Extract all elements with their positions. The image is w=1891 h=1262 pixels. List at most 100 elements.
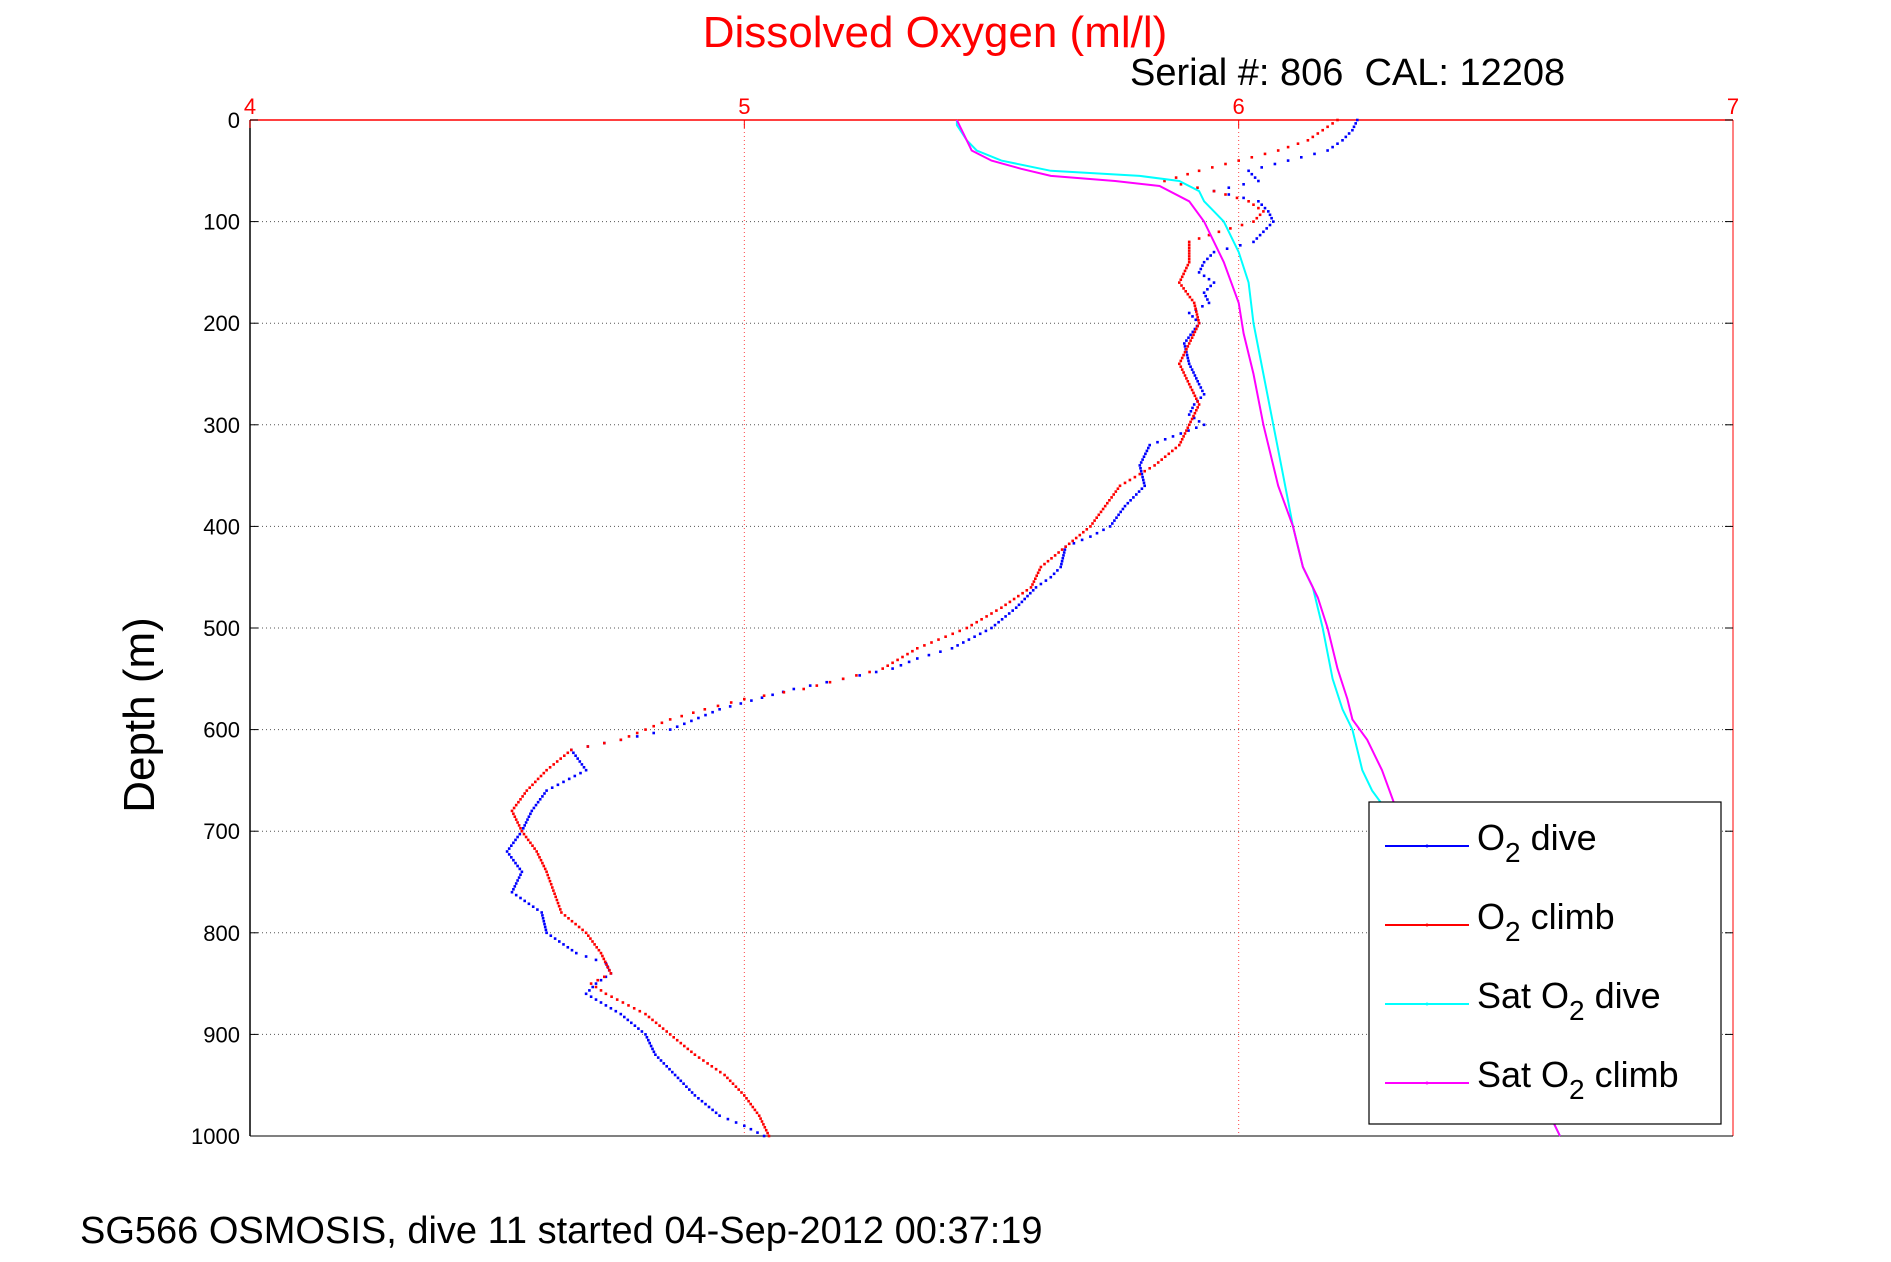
o2-climb-point xyxy=(556,901,560,905)
o2-climb-point xyxy=(1262,210,1265,213)
o2-dive-point xyxy=(973,635,976,638)
o2-dive-point xyxy=(792,687,796,691)
o2-climb-point xyxy=(536,777,540,781)
legend-label-o2-climb: O2 climb xyxy=(1477,896,1615,947)
o2-climb-point xyxy=(567,917,570,920)
o2-dive-point xyxy=(927,653,931,657)
o2-climb-point xyxy=(1110,496,1113,499)
o2-climb-point xyxy=(526,838,530,842)
o2-climb-point xyxy=(693,1053,697,1056)
o2-climb-point xyxy=(763,1126,767,1129)
o2-dive-point xyxy=(874,670,878,674)
o2-climb-point xyxy=(538,856,541,859)
o2-dive-point xyxy=(1139,467,1142,470)
o2-dive-point xyxy=(512,858,515,862)
o2-climb-point xyxy=(855,674,858,677)
o2-climb-point xyxy=(1179,359,1183,363)
o2-dive-point xyxy=(1187,311,1191,315)
o2-climb-point xyxy=(1252,203,1255,206)
o2-dive-point xyxy=(1300,156,1303,159)
o2-dive-point xyxy=(1140,472,1144,476)
o2-climb-point xyxy=(1178,362,1181,366)
o2-dive-point xyxy=(514,893,518,897)
o2-dive-point xyxy=(633,1024,637,1027)
o2-dive-point xyxy=(997,620,1000,624)
o2-dive-point xyxy=(516,864,519,868)
y-tick-label: 600 xyxy=(203,718,240,743)
o2-climb-point xyxy=(906,652,909,656)
o2-climb-point xyxy=(1089,525,1092,528)
o2-dive-point xyxy=(530,809,534,813)
o2-dive-point xyxy=(714,1111,718,1115)
o2-climb-point xyxy=(529,841,532,845)
o2-climb-point xyxy=(1143,469,1146,473)
o2-climb-point xyxy=(581,928,584,932)
o2-climb-point xyxy=(1074,536,1078,540)
o2-dive-point xyxy=(1201,389,1204,393)
o2-climb-point xyxy=(747,1099,750,1103)
o2-climb-point xyxy=(762,694,766,697)
o2-dive-point xyxy=(1111,522,1114,525)
o2-dive-point xyxy=(679,1079,683,1083)
o2-climb-point xyxy=(542,864,546,868)
o2-climb-point xyxy=(1043,562,1046,566)
o2-climb-point xyxy=(753,1108,757,1112)
o2-dive-point xyxy=(685,1085,688,1088)
o2-dive-point xyxy=(1270,216,1273,220)
o2-climb-point xyxy=(1004,603,1007,607)
o2-dive-point xyxy=(1352,125,1356,129)
o2-climb-point xyxy=(815,684,819,687)
o2-dive-point xyxy=(1247,169,1250,173)
o2-dive-point xyxy=(516,879,519,882)
o2-climb-point xyxy=(555,898,559,902)
o2-dive-point xyxy=(1126,501,1130,505)
o2-dive-point xyxy=(1286,159,1290,162)
o2-dive-point xyxy=(1034,586,1038,589)
o2-dive-point xyxy=(1142,481,1146,485)
o2-climb-point xyxy=(1247,200,1250,203)
o2-climb-point xyxy=(1193,330,1197,334)
o2-dive-point xyxy=(1192,403,1196,406)
o2-dive-point xyxy=(673,1073,677,1077)
o2-dive-point xyxy=(1227,193,1231,196)
o2-climb-point xyxy=(841,677,845,681)
o2-climb-point xyxy=(1187,423,1191,427)
o2-dive-point xyxy=(1268,223,1272,227)
o2-climb-point xyxy=(1187,342,1191,345)
o2-dive-point xyxy=(1260,203,1263,206)
o2-climb-point xyxy=(1224,162,1227,166)
o2-climb-point xyxy=(1029,586,1033,589)
o2-dive-point xyxy=(956,644,959,647)
o2-dive-point xyxy=(1252,240,1255,244)
o2-dive-point xyxy=(545,789,548,792)
o2-dive-point xyxy=(1209,284,1212,288)
o2-climb-point xyxy=(1187,382,1191,386)
o2-dive-point xyxy=(1113,519,1116,522)
o2-climb-point xyxy=(1182,371,1185,374)
o2-dive-point xyxy=(1225,247,1229,250)
o2-dive-point xyxy=(518,832,522,836)
legend-label-o2-dive: O2 dive xyxy=(1477,817,1597,868)
x-tick-label: 5 xyxy=(738,94,750,119)
o2-dive-point xyxy=(1185,339,1188,342)
o2-dive-point xyxy=(1056,569,1059,572)
o2-climb-point xyxy=(654,1021,658,1025)
o2-dive-point xyxy=(589,995,593,998)
o2-climb-point xyxy=(1296,142,1300,145)
o2-dive-point xyxy=(739,702,743,705)
o2-climb-point xyxy=(1187,252,1191,255)
o2-climb-point xyxy=(599,951,603,955)
y-tick-label: 0 xyxy=(228,108,240,133)
o2-climb-point xyxy=(1321,128,1324,132)
o2-climb-point xyxy=(534,780,537,784)
o2-dive-point xyxy=(1139,461,1143,464)
o2-climb-point xyxy=(1186,426,1190,429)
o2-dive-point xyxy=(1148,443,1151,447)
o2-dive-point xyxy=(1250,172,1254,176)
chart-subtitle: Serial #: 806 CAL: 12208 xyxy=(1130,52,1566,94)
o2-dive-point xyxy=(1187,429,1190,432)
o2-dive-point xyxy=(1260,166,1263,169)
o2-dive-point xyxy=(524,821,528,824)
o2-dive-point xyxy=(899,664,903,667)
o2-dive-point xyxy=(1189,365,1192,368)
